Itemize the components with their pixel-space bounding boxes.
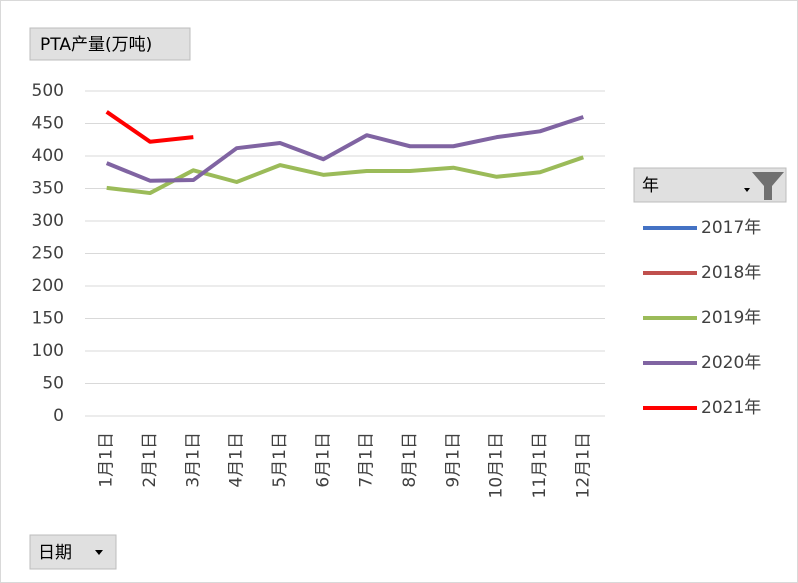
y-tick-label: 150 — [32, 309, 64, 329]
x-tick-label: 6月1日 — [313, 432, 333, 488]
y-tick-label: 300 — [32, 211, 64, 231]
legend-label: 2017年 — [701, 218, 761, 238]
x-tick-label: 5月1日 — [270, 432, 290, 488]
y-tick-label: 250 — [32, 244, 64, 264]
series-line — [105, 110, 194, 144]
y-tick-label: 400 — [32, 146, 64, 166]
series-line — [105, 115, 584, 183]
y-tick-label: 50 — [42, 374, 64, 394]
series-line — [106, 155, 584, 196]
legend-label: 2020年 — [701, 353, 761, 373]
y-tick-label: 100 — [32, 341, 64, 361]
legend-label: 2021年 — [701, 398, 761, 418]
x-tick-label: 3月1日 — [183, 432, 203, 488]
dropdown-arrow — [744, 188, 750, 192]
chart-title: PTA产量(万吨) — [40, 35, 152, 55]
x-tick-label: 7月1日 — [357, 432, 377, 488]
x-tick-label: 4月1日 — [227, 432, 247, 488]
y-tick-label: 200 — [32, 276, 64, 296]
filter-icon — [752, 172, 784, 200]
x-tick-label: 2月1日 — [140, 432, 160, 488]
x-field-button[interactable] — [29, 534, 117, 570]
legend-label: 2018年 — [701, 263, 761, 283]
dropdown-arrow — [95, 550, 103, 555]
x-tick-label: 10月1日 — [487, 432, 507, 498]
legend-label: 2019年 — [701, 308, 761, 328]
value-field-button[interactable] — [29, 27, 191, 61]
legend-title: 年 — [642, 176, 659, 196]
x-tick-label: 9月1日 — [443, 432, 463, 488]
x-tick-label: 11月1日 — [530, 432, 550, 498]
x-tick-label: 8月1日 — [400, 432, 420, 488]
x-tick-label: 1月1日 — [97, 432, 117, 488]
y-tick-label: 500 — [32, 81, 64, 101]
y-tick-label: 350 — [32, 179, 64, 199]
y-tick-label: 0 — [53, 406, 64, 426]
x-field-label: 日期 — [38, 543, 72, 563]
x-tick-label: 12月1日 — [573, 432, 593, 498]
y-tick-label: 450 — [32, 114, 64, 134]
